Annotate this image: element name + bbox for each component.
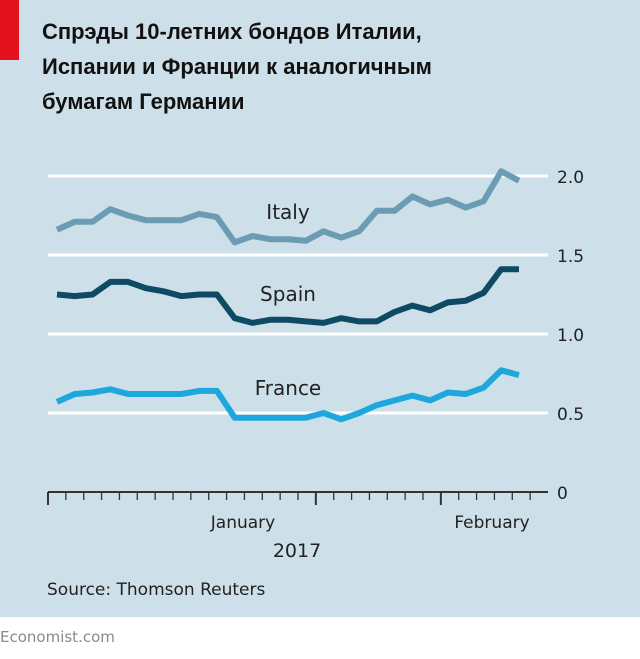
y-tick-label: 0.5	[557, 405, 584, 425]
y-tick-label: 1.0	[557, 326, 584, 346]
series-line-france	[55, 367, 520, 423]
series-label-france: France	[255, 376, 322, 400]
line-chart: 0 0.5 1.0 1.5 2.0 Italy Spain France January…	[47, 168, 584, 562]
x-tick-label-february: February	[454, 513, 529, 533]
series-label-spain: Spain	[260, 282, 316, 306]
chart-panel	[0, 0, 640, 617]
series-line-spain	[56, 266, 519, 326]
title-line: Спрэды 10-летних бондов Италии,	[42, 19, 422, 44]
series-line-italy	[55, 168, 521, 246]
title-line: бумагам Германии	[42, 89, 245, 114]
year-label: 2017	[273, 540, 321, 562]
x-tick-label-january: January	[210, 513, 275, 533]
brand-label: Economist.com	[0, 628, 115, 646]
series-label-italy: Italy	[266, 200, 310, 224]
y-tick-label: 1.5	[557, 247, 584, 267]
chart-title: Спрэды 10-летних бондов Италии, Испании …	[42, 14, 432, 119]
y-tick-label: 2.0	[557, 168, 584, 188]
title-line: Испании и Франции к аналогичным	[42, 54, 432, 79]
red-accent-bar	[0, 0, 19, 60]
y-tick-label: 0	[557, 484, 568, 504]
source-note: Source: Thomson Reuters	[47, 580, 266, 600]
